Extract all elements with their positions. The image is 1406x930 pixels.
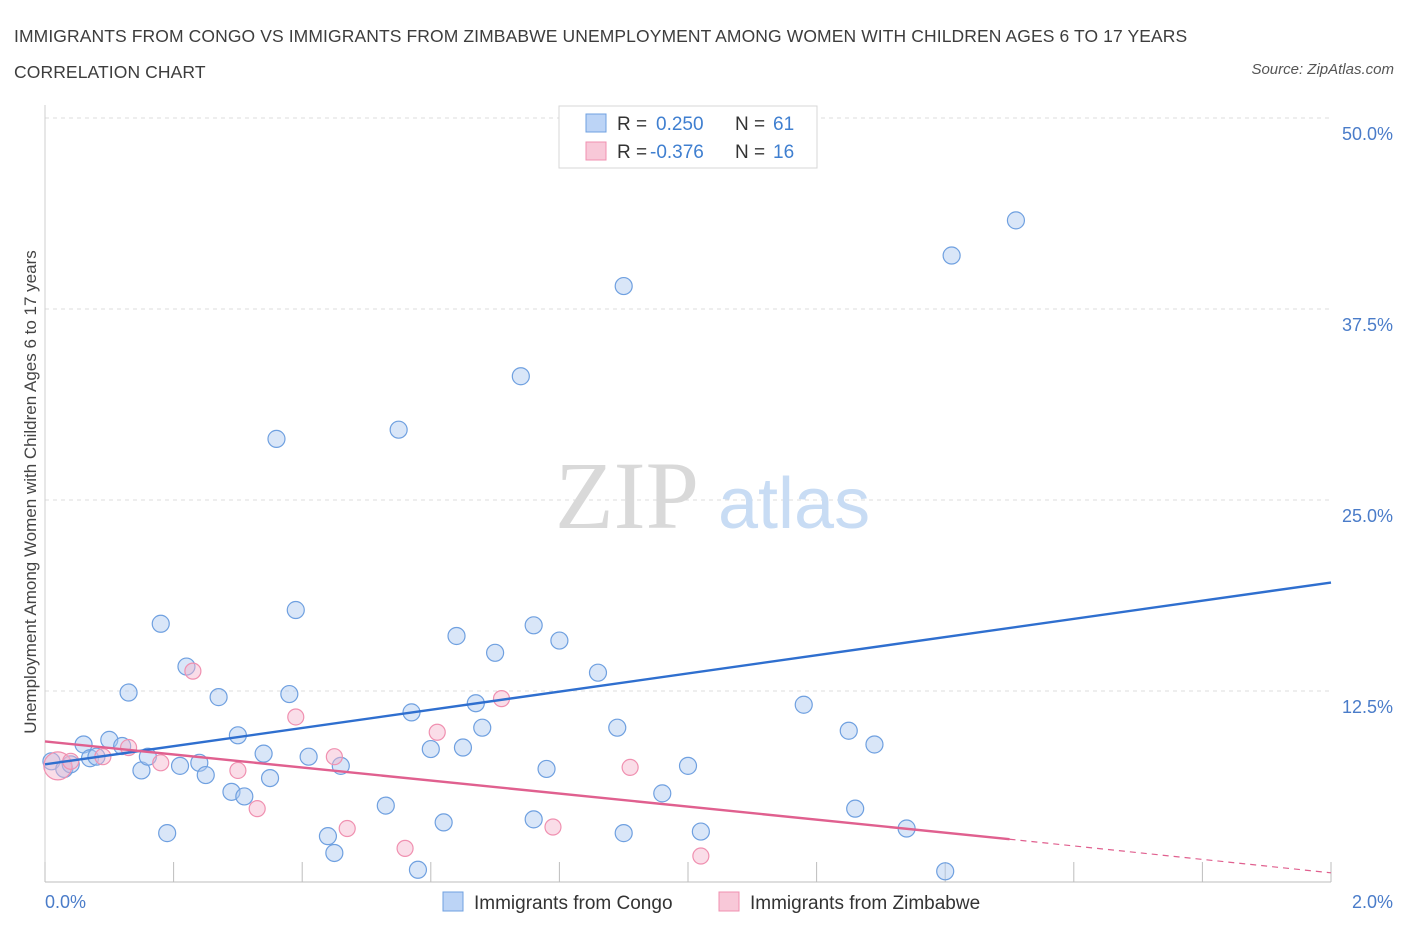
zimbabwe-point: [692, 847, 710, 865]
congo-point: [325, 843, 344, 863]
zimbabwe-point: [325, 748, 343, 766]
zimbabwe-point: [287, 708, 305, 726]
grid-lines: [45, 117, 1331, 692]
congo-point: [936, 862, 955, 881]
congo-point: [1006, 211, 1026, 230]
congo-point: [318, 827, 338, 846]
zimbabwe-trend-extension: [1009, 838, 1332, 874]
congo-point: [473, 718, 492, 737]
congo-point: [653, 784, 672, 803]
congo-point: [588, 663, 608, 682]
congo-point: [608, 718, 627, 737]
congo-point: [286, 600, 305, 620]
zimbabwe-legend-swatch: [585, 141, 607, 161]
congo-point: [267, 429, 286, 448]
zimbabwe-point: [184, 662, 202, 680]
congo-n-value: 61: [773, 114, 794, 135]
congo-point: [524, 810, 543, 829]
stats-legend: R = 0.250 N = 61 R = -0.376 N = 16: [558, 105, 818, 169]
congo-point: [678, 756, 698, 775]
y-tick-label-0: 12.5%: [1342, 697, 1393, 717]
congo-point: [158, 824, 177, 843]
congo-point: [151, 614, 170, 633]
zimbabwe-point: [396, 839, 414, 857]
congo-point: [196, 765, 215, 785]
congo-point: [260, 768, 280, 788]
congo-point: [794, 695, 813, 714]
congo-point: [453, 738, 473, 757]
congo-point: [614, 824, 633, 843]
congo-point: [447, 626, 466, 646]
congo-point: [280, 684, 299, 704]
congo-r-label: R =: [617, 114, 647, 135]
bottom-legend-zimbabwe: Immigrants from Zimbabwe: [750, 893, 980, 914]
congo-point: [119, 683, 138, 702]
congo-point: [209, 688, 228, 707]
axes: [44, 105, 1332, 883]
bottom-legend: Immigrants from Congo Immigrants from Zi…: [442, 891, 980, 914]
zimbabwe-n-value: 16: [773, 142, 794, 163]
trend-lines: [44, 581, 1332, 874]
source-label: Source: ZipAtlas.com: [1251, 61, 1394, 78]
congo-point: [170, 756, 190, 775]
zimbabwe-point: [621, 758, 639, 777]
watermark-atlas: atlas: [718, 464, 870, 544]
congo-point: [389, 420, 408, 439]
zimbabwe-n-label: N =: [735, 142, 765, 163]
zimbabwe-point: [43, 751, 73, 781]
y-tick-label-2: 37.5%: [1342, 315, 1393, 335]
zimbabwe-point: [428, 723, 446, 741]
x-tick-label-0: 0.0%: [45, 892, 86, 912]
y-axis-label: Unemployment Among Women with Children A…: [21, 250, 40, 734]
zimbabwe-r-value: -0.376: [650, 142, 704, 163]
zimbabwe-points: [43, 662, 710, 865]
congo-point: [299, 747, 318, 766]
congo-point: [486, 643, 505, 662]
congo-point: [235, 787, 254, 806]
chart-title: IMMIGRANTS FROM CONGO VS IMMIGRANTS FROM…: [14, 26, 1188, 82]
y-tick-label-1: 25.0%: [1342, 506, 1393, 526]
congo-point: [537, 759, 556, 779]
congo-r-value: 0.250: [656, 114, 704, 135]
watermark-zip: ZIP: [555, 442, 699, 549]
zimbabwe-r-label: R =: [617, 142, 647, 163]
bottom-legend-congo: Immigrants from Congo: [474, 893, 673, 914]
congo-point: [550, 631, 569, 650]
congo-legend-swatch: [585, 113, 607, 133]
zimbabwe-point: [229, 761, 247, 780]
zimbabwe-point: [338, 819, 356, 838]
congo-point: [421, 739, 440, 759]
x-tick-label-1: 2.0%: [1352, 892, 1393, 912]
congo-point: [376, 796, 395, 815]
congo-point: [942, 246, 961, 265]
congo-n-label: N =: [735, 114, 765, 135]
y-tick-label-3: 50.0%: [1342, 124, 1393, 144]
bottom-legend-congo-swatch: [442, 891, 464, 912]
congo-points: [42, 211, 1026, 881]
congo-point: [846, 799, 865, 818]
congo-point: [524, 616, 543, 635]
tick-labels: 12.5% 25.0% 37.5% 50.0% 0.0% 2.0%: [45, 124, 1393, 912]
congo-point: [408, 860, 428, 879]
congo-point: [511, 367, 530, 386]
congo-point: [691, 822, 710, 841]
congo-point: [434, 813, 453, 832]
zimbabwe-point: [544, 818, 562, 836]
congo-point: [839, 721, 858, 740]
congo-point: [614, 276, 633, 296]
zimbabwe-point: [152, 754, 170, 772]
congo-point: [865, 735, 884, 754]
zimbabwe-point: [248, 800, 266, 818]
congo-point: [254, 744, 273, 763]
watermark: ZIP atlas: [555, 442, 870, 549]
zimbabwe-trend-line: [44, 740, 1010, 841]
bottom-legend-zimbabwe-swatch: [718, 891, 740, 912]
congo-trend-line: [44, 581, 1332, 766]
